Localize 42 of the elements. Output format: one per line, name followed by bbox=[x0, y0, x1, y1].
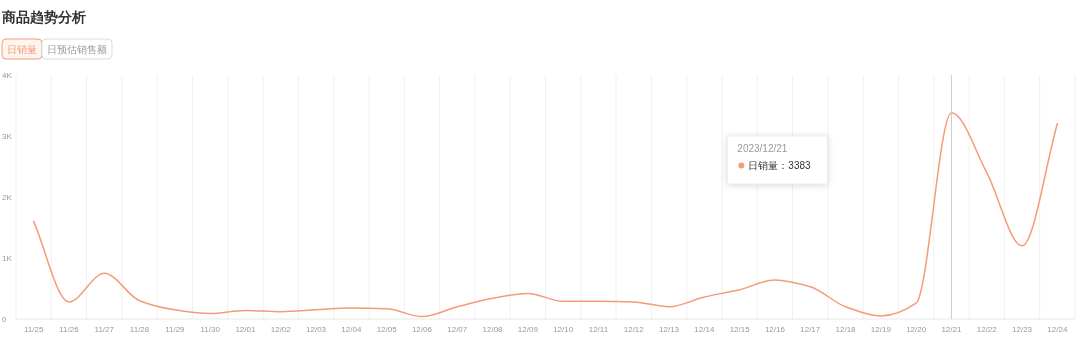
x-tick-label: 12/05 bbox=[376, 325, 398, 334]
x-tick-label: 12/19 bbox=[870, 325, 892, 334]
x-tick-label: 12/02 bbox=[270, 325, 292, 334]
x-tick-label: 12/17 bbox=[800, 325, 821, 334]
x-tick-label: 12/23 bbox=[1012, 325, 1033, 334]
x-tick-label: 12/01 bbox=[235, 325, 256, 334]
x-tick-label: 12/09 bbox=[517, 325, 539, 334]
x-tick-label: 12/14 bbox=[694, 325, 715, 334]
line-series bbox=[32, 111, 1059, 318]
y-tick-label: 1K bbox=[2, 254, 13, 263]
text: 日预估销售额 bbox=[47, 44, 107, 55]
x-tick-label: 11/25 bbox=[23, 325, 44, 334]
x-tick-label: 11/26 bbox=[59, 325, 80, 334]
x-tick-label: 12/16 bbox=[764, 325, 786, 334]
text: 日销量 bbox=[7, 44, 37, 55]
x-tick-label: 11/30 bbox=[200, 325, 221, 334]
x-tick-label: 12/10 bbox=[553, 325, 574, 334]
x-tick-label: 12/15 bbox=[729, 325, 751, 334]
annotation: 2023/12/21 bbox=[737, 143, 788, 154]
x-tick-label: 12/04 bbox=[341, 325, 362, 334]
chart-title: 商品趋势分析 bbox=[1, 9, 86, 25]
x-tick-label: 12/21 bbox=[941, 325, 962, 334]
x-tick-label: 12/11 bbox=[588, 325, 609, 334]
x-tick-label: 12/22 bbox=[976, 325, 998, 334]
y-tick-label: 2K bbox=[2, 193, 13, 202]
x-tick-label: 12/20 bbox=[906, 325, 927, 334]
x-tick-label: 12/24 bbox=[1047, 325, 1068, 334]
x-tick-label: 12/06 bbox=[411, 325, 433, 334]
tooltip: 2023/12/21 日销量：3383 bbox=[726, 135, 828, 185]
x-tick-label: 12/03 bbox=[306, 325, 327, 334]
x-tick-label: 12/07 bbox=[447, 325, 468, 334]
y-tick-label: 0 bbox=[2, 315, 7, 324]
y-tick-label: 3K bbox=[2, 132, 13, 141]
x-tick-label: 12/13 bbox=[659, 325, 680, 334]
x-tick-label: 12/08 bbox=[482, 325, 504, 334]
x-tick-label: 12/12 bbox=[623, 325, 645, 334]
y-tick-label: 4K bbox=[2, 71, 13, 80]
x-tick-label: 11/27 bbox=[94, 325, 115, 334]
x-tick-label: 11/28 bbox=[129, 325, 150, 334]
x-tick-label: 12/18 bbox=[835, 325, 857, 334]
annotation: 日销量：3383 bbox=[748, 160, 812, 171]
x-tick-label: 11/29 bbox=[165, 325, 186, 334]
